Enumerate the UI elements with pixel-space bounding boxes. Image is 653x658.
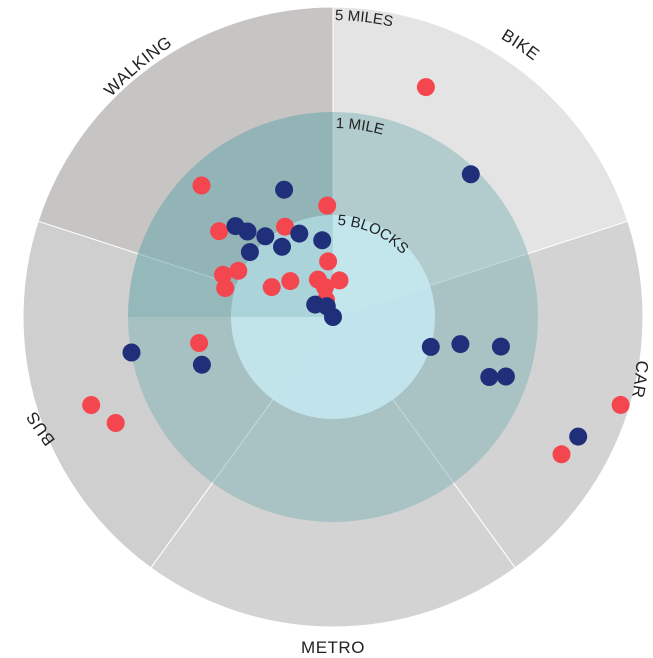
ring-label-5-miles: 5 MILES	[335, 7, 395, 30]
data-point-bike-blue	[461, 165, 480, 184]
data-point-bike-blue	[324, 308, 342, 326]
data-point-bus-red	[82, 396, 101, 414]
data-point-bus-red	[106, 414, 125, 432]
data-point-bus-blue	[122, 343, 141, 362]
data-point-car-blue	[421, 337, 440, 356]
data-point-car-blue	[451, 335, 470, 354]
data-point-car-red	[611, 395, 630, 414]
data-point-walking-blue	[290, 224, 309, 243]
data-point-walking-blue	[273, 237, 291, 256]
data-point-walking-red	[276, 217, 294, 236]
data-point-bus-red	[190, 334, 209, 352]
data-point-walking-blue	[226, 217, 245, 236]
data-point-walking-blue	[313, 231, 332, 250]
data-point-walking-red	[281, 272, 300, 291]
walking-overlay	[128, 112, 333, 317]
data-point-walking-red	[330, 271, 349, 290]
data-point-walking-red	[319, 252, 338, 271]
data-point-walking-red	[318, 196, 337, 215]
category-label-bike: BIKE	[498, 25, 543, 64]
data-point-bus-blue	[192, 355, 211, 374]
data-point-walking-red	[229, 261, 248, 280]
data-point-car-red	[552, 445, 571, 464]
data-point-car-blue	[480, 368, 499, 386]
data-point-walking-blue	[240, 243, 259, 262]
data-point-car-blue	[496, 367, 515, 386]
data-point-walking-red	[210, 222, 229, 241]
data-point-walking-red	[216, 279, 235, 298]
data-point-bike-red	[416, 78, 435, 97]
category-label-metro: METRO	[301, 638, 365, 657]
data-point-car-blue	[569, 427, 588, 446]
category-label-car: CAR	[628, 360, 652, 400]
data-point-walking-blue	[256, 227, 275, 246]
data-point-walking-red	[192, 176, 211, 195]
data-point-walking-red	[214, 265, 232, 284]
data-points	[82, 78, 630, 464]
data-point-walking-red	[262, 278, 281, 297]
data-point-walking-blue	[275, 180, 294, 199]
data-point-car-blue	[491, 337, 510, 356]
